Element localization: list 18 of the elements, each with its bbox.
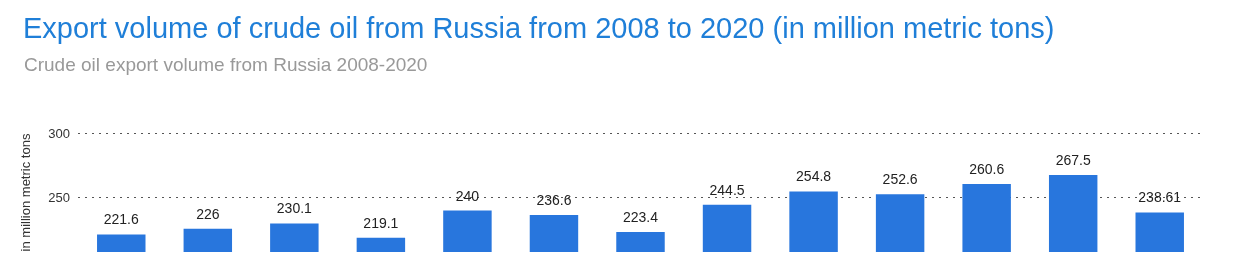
data-label: 240 (455, 187, 480, 204)
data-label: 252.6 (882, 171, 918, 188)
data-label: 238.61 (1138, 189, 1182, 206)
data-label: 223.4 (622, 209, 659, 226)
y-axis-title: in million metric tons (18, 133, 33, 252)
data-label: 221.6 (103, 211, 139, 228)
data-label: 230.1 (276, 200, 313, 217)
data-label: 254.8 (796, 168, 832, 185)
data-label: 219.1 (363, 214, 399, 231)
data-label: 267.5 (1055, 152, 1091, 169)
data-label: 244.5 (709, 181, 745, 198)
y-tick-label: 250 (48, 190, 70, 206)
data-label: 226 (196, 205, 220, 222)
data-label: 236.6 (536, 192, 572, 209)
chart-title: Export volume of crude oil from Russia from 2008 to 2020 (in million metric tons) (23, 11, 1055, 44)
y-tick-label: 300 (48, 125, 70, 141)
chart-subtitle: Crude oil export volume from Russia 2008-2020 (24, 54, 428, 75)
data-label: 260.6 (969, 160, 1005, 177)
